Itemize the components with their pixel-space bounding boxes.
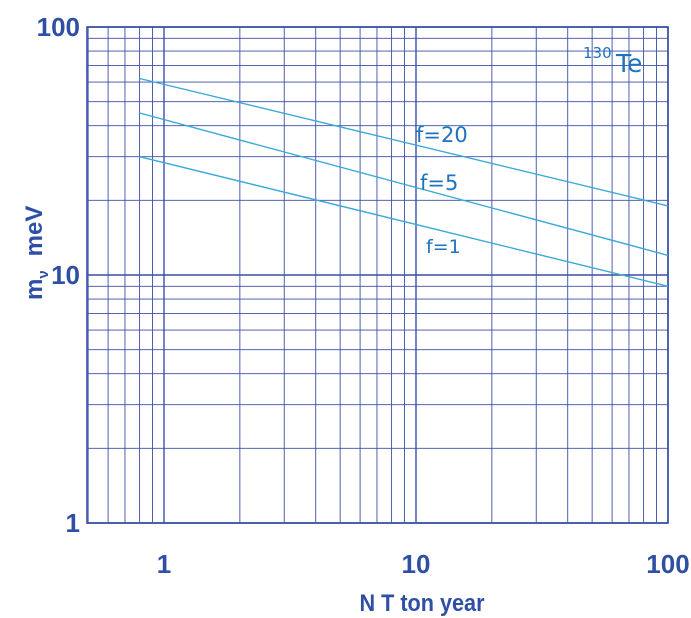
y-tick-label: 1 bbox=[66, 508, 80, 538]
series-line-f20 bbox=[139, 77, 669, 207]
isotope-mass-number: 130 bbox=[583, 44, 612, 62]
plot-frame bbox=[86, 26, 669, 524]
series-line-f5 bbox=[139, 112, 669, 257]
y-axis-title: mν meV bbox=[21, 206, 52, 300]
y-axis-title-unit: meV bbox=[21, 206, 48, 257]
x-axis-title: N T ton year bbox=[360, 590, 485, 617]
isotope-element: Te bbox=[615, 49, 642, 78]
series-line-f1 bbox=[139, 156, 669, 287]
y-axis-title-symbol: m bbox=[21, 279, 48, 300]
series-label-f5: f=5 bbox=[420, 171, 458, 195]
series-label-f20: f=20 bbox=[416, 123, 468, 147]
series-layer bbox=[139, 77, 669, 287]
y-tick-label: 10 bbox=[51, 260, 80, 290]
y-axis-title-subscript: ν bbox=[35, 270, 52, 278]
tick-labels: 1 10 100 1 10 100 bbox=[37, 12, 690, 579]
x-tick-label: 1 bbox=[157, 549, 171, 579]
grid bbox=[86, 26, 669, 524]
svg-text:mνmeV: mν meV bbox=[21, 206, 52, 300]
x-tick-label: 10 bbox=[402, 549, 431, 579]
x-tick-label: 100 bbox=[646, 549, 689, 579]
series-label-f1: f=1 bbox=[426, 236, 461, 258]
y-tick-label: 100 bbox=[37, 12, 80, 42]
